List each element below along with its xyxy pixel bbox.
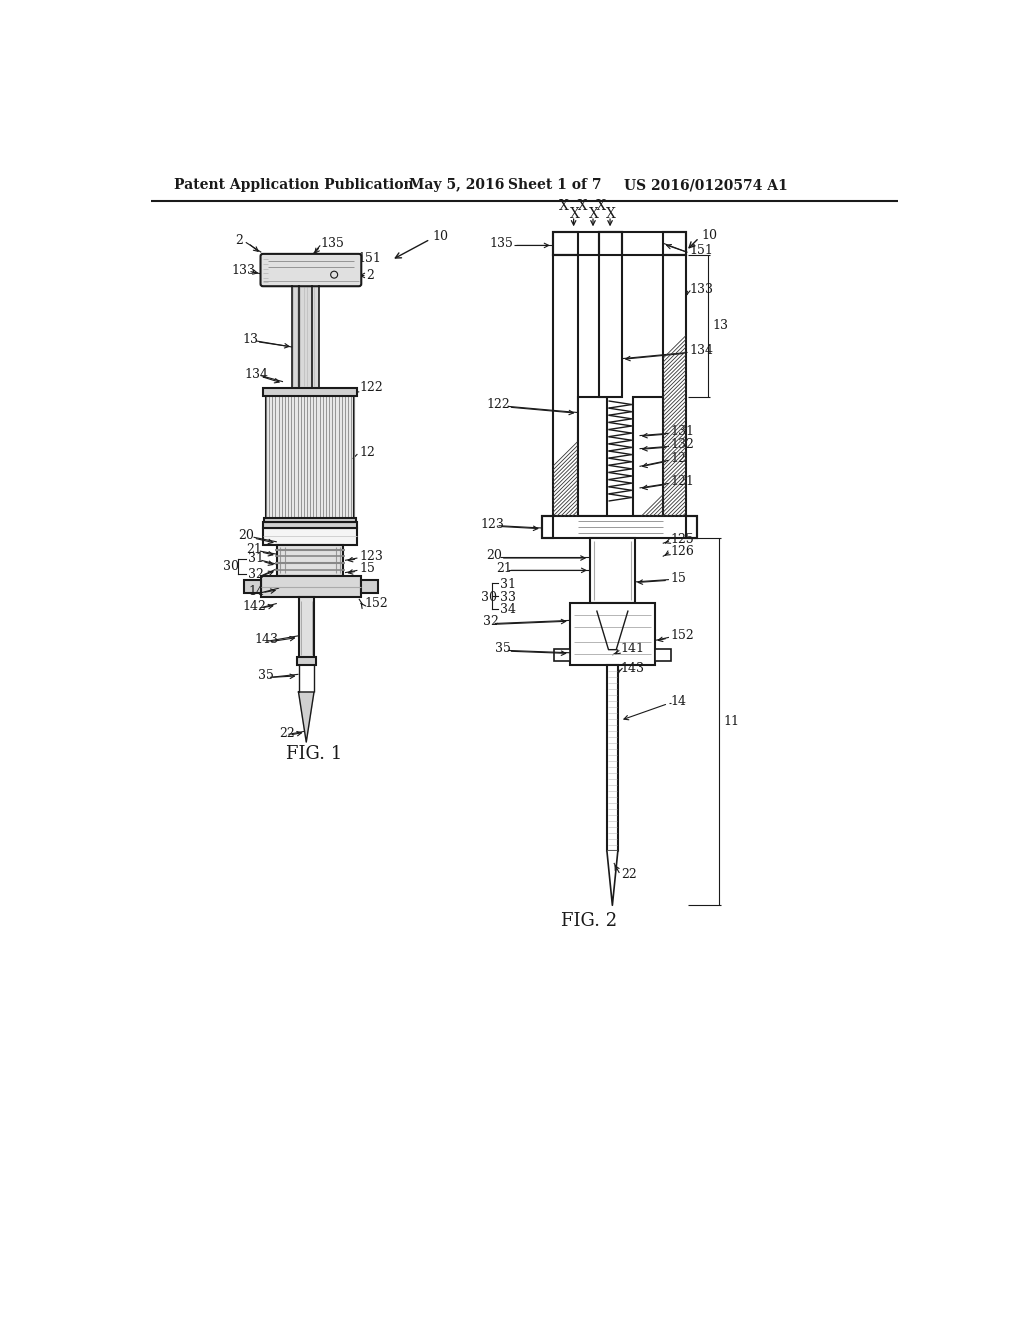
Text: 123: 123: [359, 550, 383, 564]
Text: Sheet 1 of 7: Sheet 1 of 7: [508, 178, 601, 193]
Text: 121: 121: [671, 475, 694, 488]
Text: 151: 151: [357, 252, 381, 265]
Polygon shape: [299, 692, 314, 742]
Text: 20: 20: [486, 549, 502, 562]
Bar: [569, 603, 655, 665]
Bar: [553, 255, 578, 516]
Text: 15: 15: [671, 572, 686, 585]
Text: FIG. 1: FIG. 1: [286, 746, 342, 763]
Text: FIG. 2: FIG. 2: [561, 912, 617, 929]
Bar: [554, 649, 569, 661]
Text: 13: 13: [713, 319, 728, 333]
Text: 22: 22: [280, 727, 295, 741]
Text: Patent Application Publication: Patent Application Publication: [174, 178, 414, 193]
Text: 11: 11: [723, 715, 739, 729]
Bar: [663, 231, 686, 255]
Text: 143: 143: [254, 634, 279, 647]
Text: 31: 31: [248, 552, 264, 565]
Text: May 5, 2016: May 5, 2016: [409, 178, 504, 193]
Text: 13: 13: [243, 333, 259, 346]
Text: X: X: [606, 207, 616, 220]
Bar: [263, 521, 357, 528]
Bar: [599, 231, 623, 255]
Text: 32: 32: [483, 615, 499, 628]
Text: 20: 20: [238, 529, 254, 543]
Text: 2: 2: [366, 269, 374, 282]
Text: 12: 12: [671, 453, 686, 465]
Text: 151: 151: [689, 244, 713, 257]
Bar: [578, 397, 607, 516]
Text: 123: 123: [480, 517, 505, 531]
Bar: [553, 231, 578, 255]
Text: 122: 122: [486, 399, 510, 412]
Text: 34: 34: [500, 603, 516, 616]
Text: 152: 152: [365, 597, 388, 610]
Bar: [607, 665, 617, 851]
Text: X  X  X: X X X: [559, 199, 606, 213]
Text: 134: 134: [245, 367, 268, 380]
Bar: [245, 581, 261, 593]
Text: 33: 33: [500, 591, 516, 603]
Text: 10: 10: [432, 231, 449, 243]
Bar: [663, 255, 686, 516]
Bar: [276, 545, 343, 576]
Bar: [542, 516, 697, 539]
Bar: [264, 517, 356, 521]
Text: X: X: [589, 207, 599, 220]
Bar: [599, 231, 623, 397]
Text: 14: 14: [671, 694, 686, 708]
Text: 133: 133: [689, 282, 713, 296]
Text: 131: 131: [671, 425, 694, 438]
Bar: [266, 389, 354, 528]
Bar: [261, 576, 360, 598]
Text: X: X: [569, 207, 580, 220]
Text: 125: 125: [671, 533, 694, 546]
Text: 30: 30: [222, 560, 239, 573]
Polygon shape: [607, 851, 617, 906]
Text: 134: 134: [689, 345, 713, 358]
Text: 135: 135: [489, 236, 514, 249]
Text: 132: 132: [671, 438, 694, 451]
Text: 30: 30: [480, 591, 497, 603]
Bar: [360, 581, 378, 593]
Text: 31: 31: [500, 578, 516, 591]
Text: 10: 10: [701, 228, 718, 242]
Text: 15: 15: [359, 562, 375, 576]
Bar: [686, 516, 697, 539]
Bar: [297, 657, 315, 665]
Bar: [299, 597, 314, 659]
Bar: [590, 539, 635, 603]
FancyBboxPatch shape: [260, 253, 361, 286]
Text: 141: 141: [621, 643, 645, 656]
Text: 21: 21: [246, 543, 262, 556]
Bar: [263, 388, 357, 396]
Text: US 2016/0120574 A1: US 2016/0120574 A1: [624, 178, 787, 193]
Text: 126: 126: [671, 545, 694, 557]
Text: 142: 142: [243, 601, 266, 612]
Text: 32: 32: [248, 568, 264, 581]
Text: 133: 133: [231, 264, 255, 277]
Text: 35: 35: [496, 643, 511, 656]
Text: 2: 2: [234, 234, 243, 247]
Text: 12: 12: [359, 446, 375, 459]
Text: 14: 14: [248, 585, 264, 598]
Text: 22: 22: [621, 869, 637, 880]
Bar: [633, 397, 663, 516]
Bar: [542, 516, 553, 539]
Bar: [553, 231, 686, 255]
Text: 143: 143: [621, 661, 645, 675]
Text: 21: 21: [496, 561, 512, 574]
Text: 152: 152: [671, 630, 694, 643]
Bar: [263, 528, 357, 545]
Text: 135: 135: [321, 236, 344, 249]
Text: 35: 35: [258, 669, 274, 682]
Bar: [292, 285, 318, 389]
Bar: [655, 649, 671, 661]
Text: 122: 122: [359, 381, 383, 395]
